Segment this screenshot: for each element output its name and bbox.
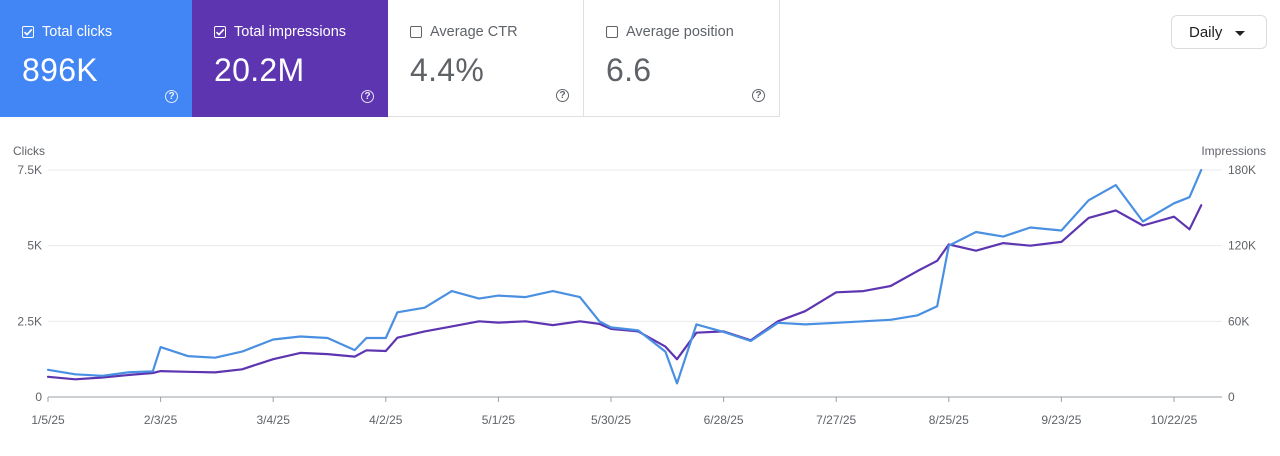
metric-header: Average CTR <box>410 24 518 40</box>
metric-cards: Total clicks 896K ? Total impressions 20… <box>0 0 780 117</box>
metric-label: Average CTR <box>430 24 518 40</box>
metric-card-average-ctr[interactable]: Average CTR 4.4% ? <box>388 0 584 117</box>
x-axis-ticks: 1/5/25 2/3/25 3/4/25 4/2/25 5/1/25 5/30/25 6/2… <box>31 397 1198 427</box>
left-tick-label: 5K <box>27 239 42 253</box>
help-icon[interactable]: ? <box>752 89 765 102</box>
x-tick-label: 6/28/25 <box>704 413 744 427</box>
caret-down-icon <box>1235 31 1245 36</box>
x-tick-label: 3/4/25 <box>257 413 291 427</box>
help-icon[interactable]: ? <box>556 89 569 102</box>
x-tick-label: 10/22/25 <box>1151 413 1198 427</box>
right-tick-label: 0 <box>1228 390 1235 404</box>
x-tick-label: 7/27/25 <box>816 413 856 427</box>
metric-header: Total clicks <box>22 24 112 40</box>
x-tick-label: 1/5/25 <box>31 413 65 427</box>
metric-header: Total impressions <box>214 24 346 40</box>
metric-card-average-position[interactable]: Average position 6.6 ? <box>584 0 780 117</box>
left-tick-label: 7.5K <box>17 163 42 177</box>
date-granularity-dropdown[interactable]: Daily <box>1171 15 1267 49</box>
metric-value: 4.4% <box>410 52 485 88</box>
x-tick-label: 5/30/25 <box>591 413 631 427</box>
metric-label: Total impressions <box>234 24 347 40</box>
left-tick-label: 0 <box>35 390 42 404</box>
right-axis-ticks: 0 60K 120K 180K <box>1228 163 1256 404</box>
checkbox-unchecked-icon[interactable] <box>410 26 422 38</box>
metric-header: Average position <box>606 24 734 40</box>
dropdown-selected-value: Daily <box>1189 23 1223 41</box>
chart-grid <box>48 169 1222 398</box>
metric-value: 896K <box>22 52 98 88</box>
x-tick-label: 9/23/25 <box>1041 413 1081 427</box>
right-tick-label: 60K <box>1228 314 1249 328</box>
metric-value: 6.6 <box>606 52 652 88</box>
right-axis-title: Impressions <box>1201 144 1266 158</box>
left-tick-label: 2.5K <box>17 314 42 328</box>
left-axis-title: Clicks <box>13 144 45 158</box>
metric-value: 20.2M <box>214 52 305 88</box>
chart-series <box>46 168 1203 385</box>
right-tick-label: 120K <box>1228 239 1256 253</box>
help-icon[interactable]: ? <box>165 90 178 103</box>
checkbox-checked-icon[interactable] <box>22 26 34 38</box>
checkbox-unchecked-icon[interactable] <box>606 26 618 38</box>
x-tick-label: 8/25/25 <box>929 413 969 427</box>
right-tick-label: 180K <box>1228 163 1256 177</box>
series-line-total-impressions <box>46 204 1203 381</box>
help-icon[interactable]: ? <box>361 90 374 103</box>
metric-label: Total clicks <box>42 24 113 40</box>
metric-card-total-impressions[interactable]: Total impressions 20.2M ? <box>192 0 388 117</box>
x-tick-label: 5/1/25 <box>482 413 516 427</box>
left-axis-ticks: 0 2.5K 5K 7.5K <box>17 163 42 404</box>
metric-label: Average position <box>626 24 734 40</box>
series-line-total-clicks <box>46 168 1203 385</box>
metric-card-total-clicks[interactable]: Total clicks 896K ? <box>0 0 192 117</box>
x-tick-label: 2/3/25 <box>144 413 178 427</box>
x-tick-label: 4/2/25 <box>369 413 403 427</box>
checkbox-checked-icon[interactable] <box>214 26 226 38</box>
